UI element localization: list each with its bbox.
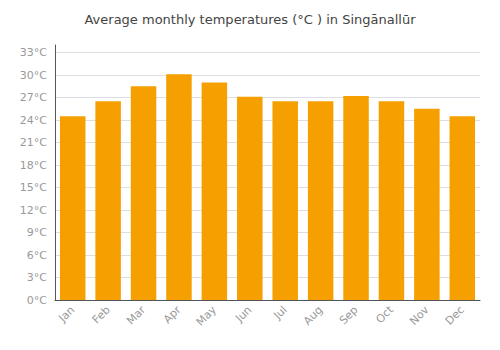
svg-text:Aug: Aug	[301, 303, 325, 327]
svg-text:24°C: 24°C	[20, 114, 47, 127]
svg-text:0°C: 0°C	[27, 294, 47, 307]
svg-text:Dec: Dec	[443, 303, 467, 327]
svg-text:Feb: Feb	[90, 303, 113, 326]
svg-text:Oct: Oct	[373, 303, 396, 326]
svg-text:Sep: Sep	[337, 303, 361, 327]
svg-text:18°C: 18°C	[20, 159, 47, 172]
svg-text:9°C: 9°C	[27, 226, 47, 239]
svg-text:Nov: Nov	[407, 303, 432, 328]
svg-text:Apr: Apr	[161, 303, 184, 326]
svg-text:12°C: 12°C	[20, 204, 47, 217]
svg-text:Jun: Jun	[232, 303, 254, 325]
svg-text:30°C: 30°C	[20, 69, 47, 82]
svg-text:27°C: 27°C	[20, 91, 47, 104]
svg-text:33°C: 33°C	[20, 46, 47, 59]
svg-text:21°C: 21°C	[20, 136, 47, 149]
svg-text:3°C: 3°C	[27, 271, 47, 284]
svg-text:Mar: Mar	[124, 303, 148, 327]
svg-text:15°C: 15°C	[20, 181, 47, 194]
svg-text:May: May	[194, 303, 220, 329]
svg-text:6°C: 6°C	[27, 249, 47, 262]
svg-text:Jul: Jul	[271, 303, 290, 322]
svg-text:Average monthly temperatures (: Average monthly temperatures (°C ) in Si…	[84, 12, 416, 27]
svg-text:Jan: Jan	[55, 303, 77, 325]
